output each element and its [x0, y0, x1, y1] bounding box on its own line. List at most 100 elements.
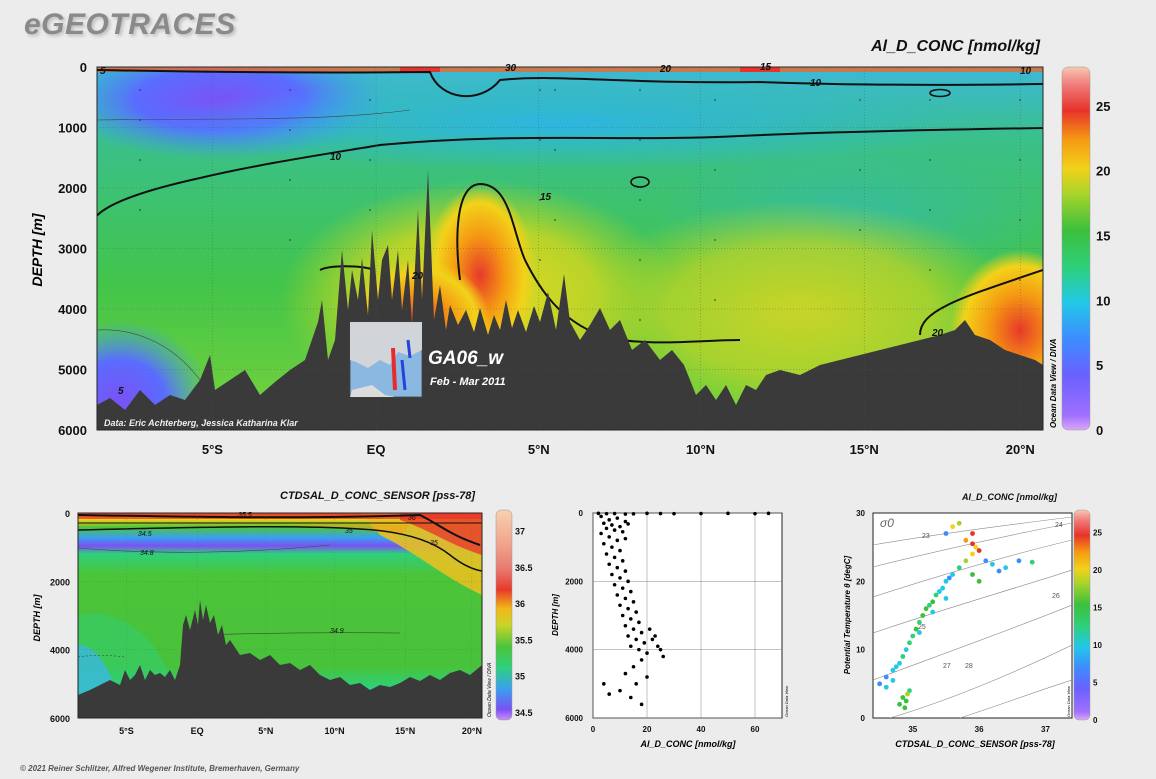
- main-contour-label: 20: [411, 271, 424, 282]
- al-depth-point: [602, 521, 606, 526]
- al-depth-y-tick: 2000: [565, 577, 583, 586]
- salinity-x-tick: 5°N: [258, 726, 273, 736]
- al-depth-point: [634, 637, 638, 642]
- main-colorbar-tick: 20: [1096, 164, 1110, 179]
- al-depth-point: [631, 627, 636, 631]
- al-depth-point: [623, 671, 628, 676]
- ts-point: [956, 565, 962, 571]
- main-contour-label: 15: [760, 62, 772, 73]
- al-depth-odv-label: Ocean Data View: [784, 685, 789, 717]
- app-logo: eGEOTRACES: [24, 8, 236, 41]
- main-x-ticks: 5°S EQ 5°N 10°N 15°N 20°N: [202, 442, 1035, 457]
- al-depth-point: [753, 511, 757, 516]
- salinity-x-tick: 20°N: [462, 726, 482, 736]
- al-depth-point: [626, 579, 630, 584]
- ts-point: [1016, 558, 1022, 564]
- ts-point: [920, 613, 926, 618]
- main-y-ticks: 0 1000 2000 3000 4000 5000 6000: [58, 60, 87, 438]
- al-depth-point: [672, 511, 676, 516]
- ts-point: [976, 578, 982, 584]
- al-depth-point: [645, 651, 649, 655]
- ts-point: [970, 541, 975, 547]
- ts-point: [936, 589, 942, 594]
- main-y-tick: 0: [80, 60, 87, 75]
- ts-point: [963, 537, 969, 543]
- salinity-contour-label: 35: [430, 540, 438, 547]
- ts-point: [917, 619, 922, 625]
- al-depth-point: [615, 516, 620, 520]
- ts-isopycnals: [873, 516, 1072, 718]
- main-colorbar-tick: 15: [1096, 229, 1110, 244]
- ts-point: [973, 544, 979, 550]
- main-y-tick: 3000: [58, 242, 87, 257]
- al-depth-grid: [592, 512, 782, 719]
- al-depth-point: [626, 522, 630, 526]
- al-depth-point: [596, 511, 601, 516]
- al-depth-point: [634, 610, 638, 614]
- al-depth-point: [610, 523, 614, 527]
- ts-isopycnal-labels: 23 24 25 26 27 28: [918, 522, 1063, 670]
- ts-point: [897, 701, 902, 707]
- ts-point: [900, 695, 906, 700]
- ts-point: [903, 698, 909, 704]
- ts-isopycnal-label: 23: [922, 533, 930, 540]
- al-depth-point: [631, 664, 636, 669]
- salinity-grid: [78, 512, 482, 719]
- al-depth-point: [612, 555, 617, 560]
- al-depth-point: [634, 682, 638, 686]
- salinity-x-ticks: 5°S EQ 5°N 10°N 15°N 20°N: [119, 726, 482, 736]
- al-depth-point: [615, 593, 620, 597]
- ts-colorbar-tick: 5: [1093, 679, 1098, 688]
- ts-isopycnal-label: 26: [1052, 593, 1060, 600]
- al-depth-points: [596, 511, 771, 707]
- ts-chart-title: Al_D_CONC [nmol/kg]: [962, 492, 1058, 502]
- al-depth-scatter[interactable]: 0 2000 4000 6000 0 20 40 60 DEPTH [m] Al_D_CON…: [540, 505, 800, 755]
- al-depth-y-tick: 0: [579, 509, 584, 518]
- al-depth-point: [650, 637, 655, 642]
- main-contour-label: 10: [810, 78, 822, 89]
- ts-point: [970, 551, 975, 557]
- al-depth-point: [618, 576, 622, 580]
- ts-point: [970, 572, 975, 577]
- ts-point: [956, 520, 962, 526]
- ts-point: [983, 558, 989, 564]
- ts-point: [943, 531, 949, 536]
- ts-point: [996, 568, 1002, 574]
- ts-point: [946, 575, 952, 581]
- salinity-y-tick: 6000: [50, 714, 70, 724]
- ts-x-axis-label: CTDSAL_D_CONC_SENSOR [pss-78]: [895, 739, 1056, 749]
- al-depth-point: [599, 514, 603, 519]
- al-depth-point: [647, 627, 652, 631]
- main-y-tick: 2000: [58, 181, 87, 196]
- odv-diva-label: Ocean Data View / DIVA: [1049, 338, 1058, 428]
- ts-colorbar-tick: 0: [1093, 716, 1098, 725]
- ts-point: [970, 531, 975, 536]
- main-contour-label: 5: [118, 386, 124, 397]
- al-depth-point: [623, 596, 628, 601]
- salinity-colorbar-tick: 37: [515, 527, 525, 537]
- al-depth-x-ticks: 0 20 40 60: [591, 725, 760, 734]
- al-depth-point: [623, 519, 628, 524]
- ts-point: [883, 684, 889, 690]
- ts-frame: [872, 512, 1073, 719]
- ts-y-axis-label: Potential Temperature θ [degC]: [843, 555, 852, 674]
- salinity-y-tick: 0: [65, 509, 70, 519]
- al-depth-point: [620, 586, 625, 590]
- al-depth-point: [639, 630, 644, 635]
- ts-point: [902, 705, 908, 711]
- ts-point: [905, 691, 910, 697]
- salinity-contour-label: 34.9: [330, 628, 344, 635]
- al-depth-point: [637, 620, 641, 625]
- ts-scatter[interactable]: 23 24 25 26 27 28 σ0 0 10 20 30 35 36 37 Potential…: [830, 505, 1156, 755]
- salinity-section-plot[interactable]: 34.5 34.8 35 35.5 36 34.9 35 0 2000 4000 6000 5°S…: [0, 505, 540, 750]
- salinity-y-ticks: 0 2000 4000 6000: [50, 509, 70, 724]
- al-depth-point: [618, 688, 622, 693]
- main-contour-label: 5: [100, 66, 106, 77]
- salinity-odv-label: Ocean Data View / DIVA: [487, 662, 493, 717]
- al-depth-point: [602, 682, 606, 686]
- ts-point: [930, 599, 936, 605]
- al-depth-point: [615, 565, 620, 570]
- cruise-label: GA06_w: [428, 348, 504, 369]
- salinity-y-axis-label: DEPTH [m]: [32, 593, 42, 641]
